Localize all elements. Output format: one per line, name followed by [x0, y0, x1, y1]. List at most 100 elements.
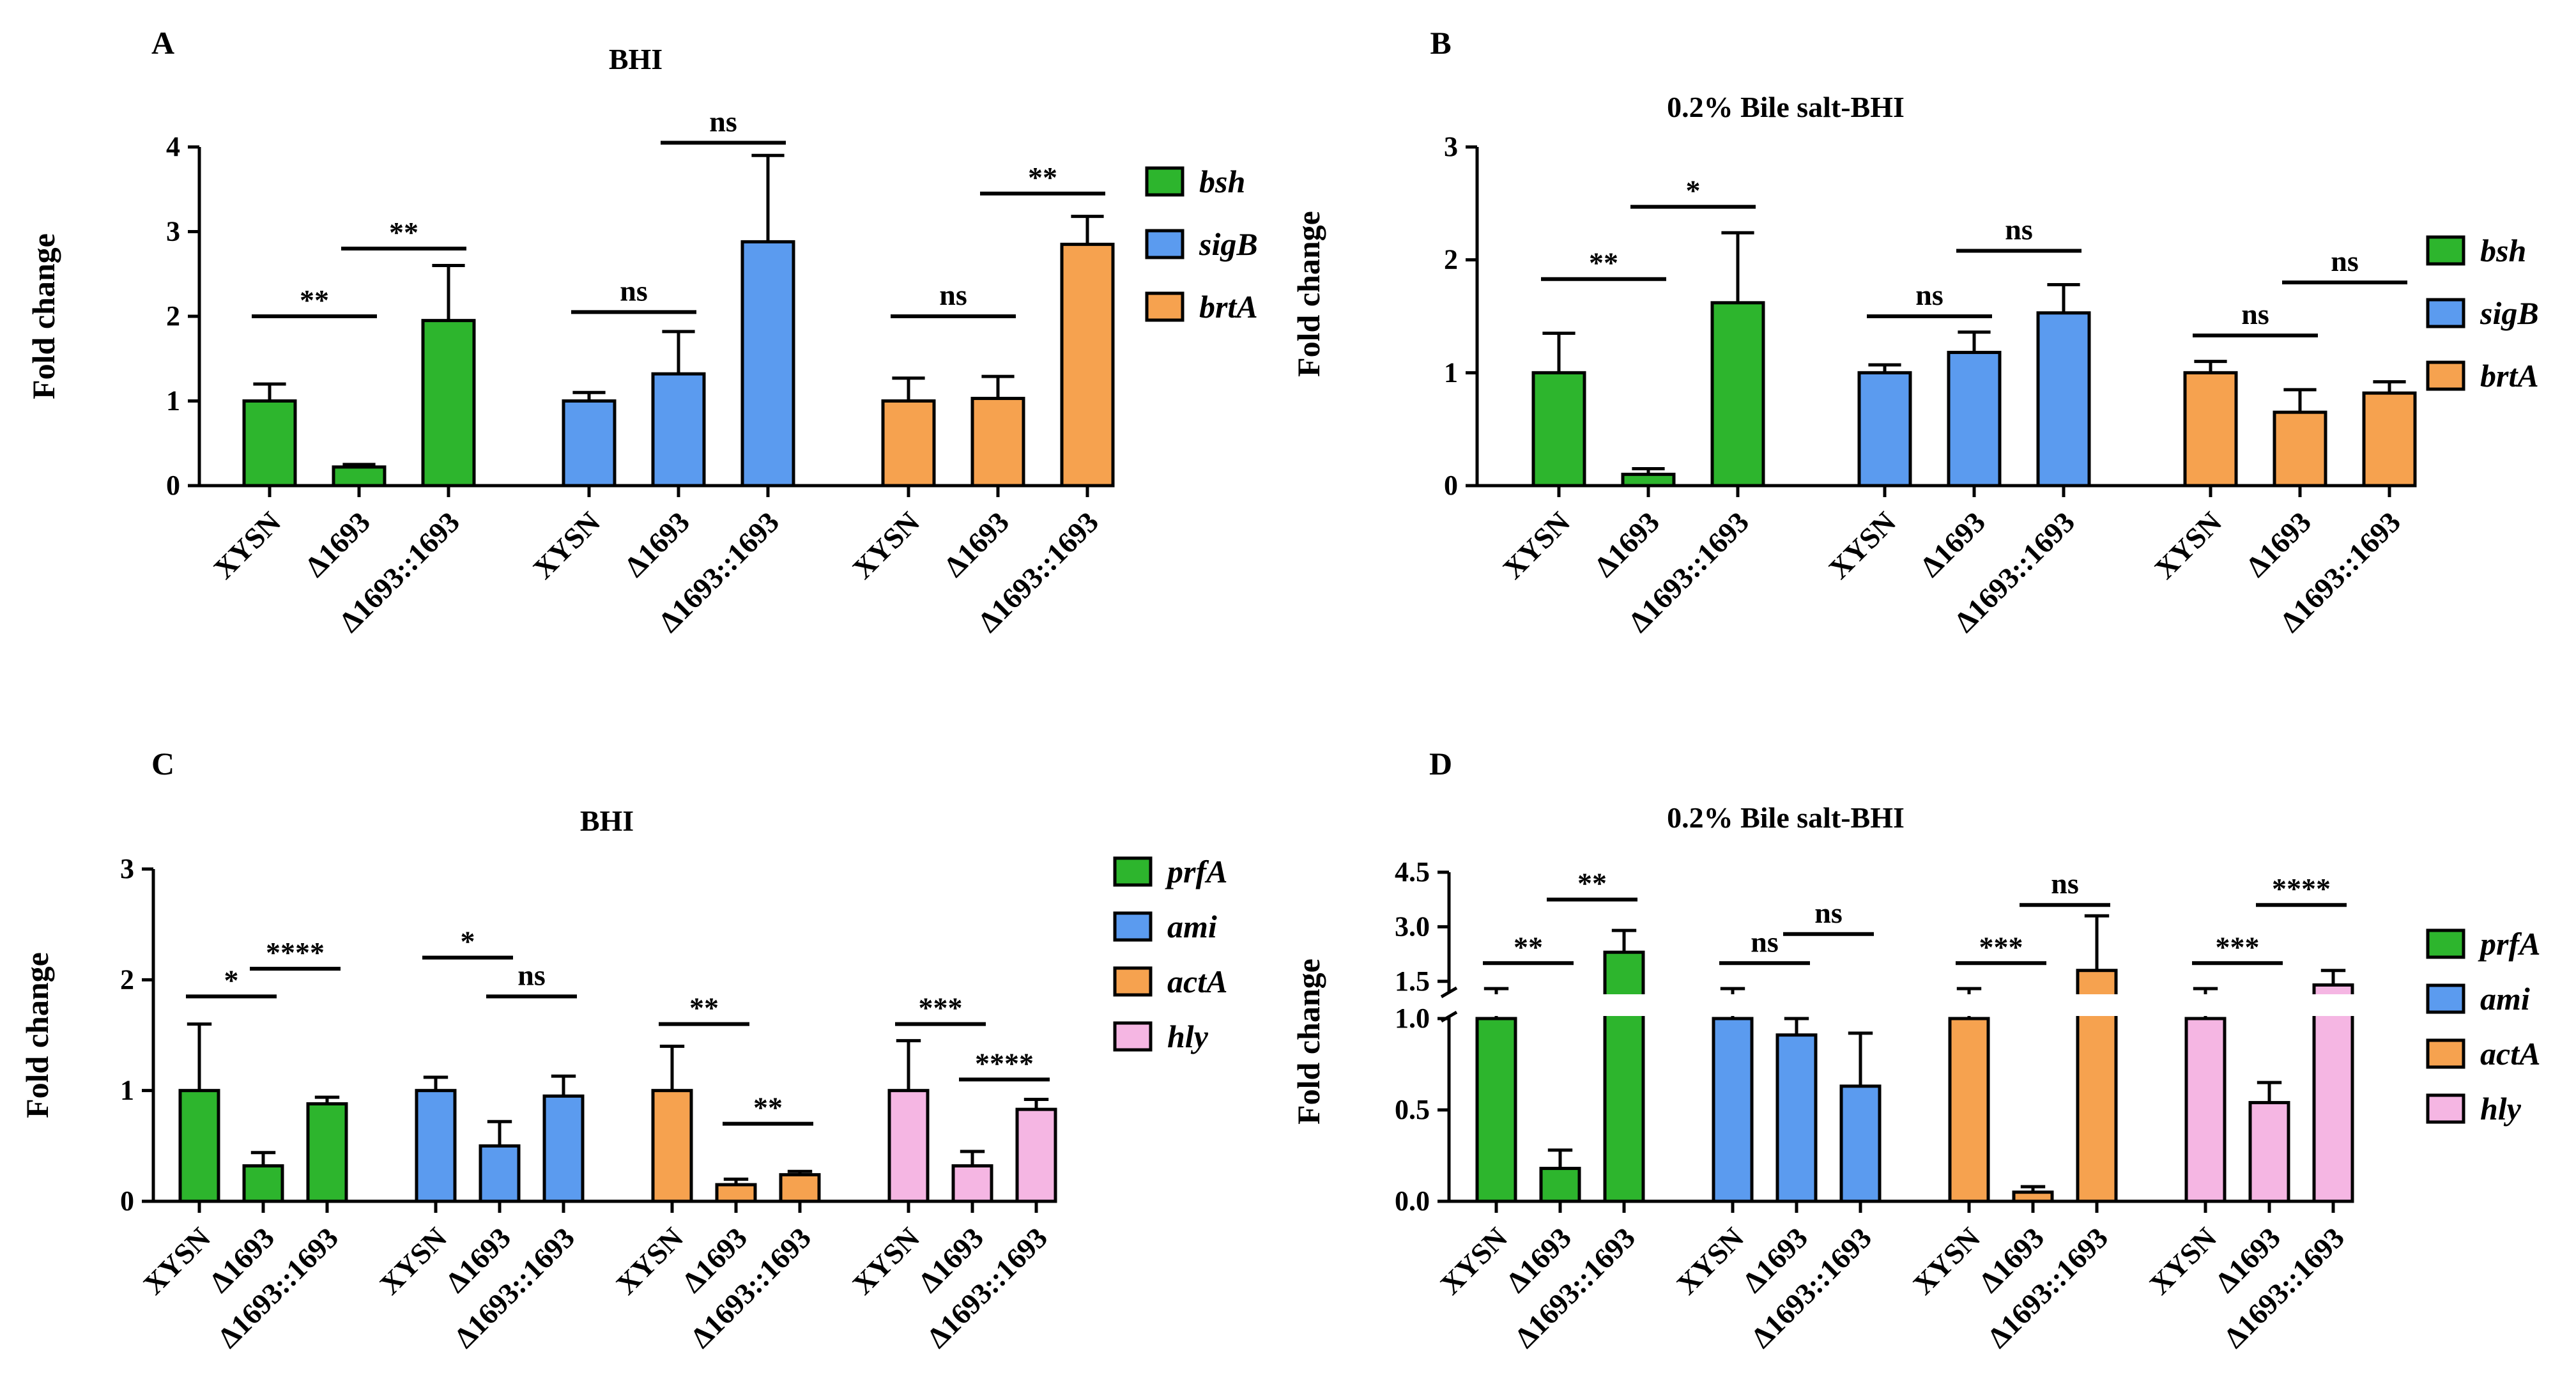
x-tick-label: XYSN: [373, 1221, 453, 1301]
chart-title: BHI: [580, 804, 634, 837]
bar-sigB-1: [1947, 351, 2002, 488]
y-tick-label: 4.5: [1395, 856, 1430, 888]
x-tick-label: XYSN: [1434, 1221, 1514, 1301]
legend-swatch-sigB: [1145, 229, 1184, 259]
y-tick-label: 2: [166, 300, 180, 332]
bar-sigB-2: [740, 240, 795, 488]
y-tick-label: 1: [1444, 357, 1458, 388]
bar-hly-0: [2184, 1017, 2227, 1203]
panel-letter: D: [1429, 746, 1452, 781]
bar-actA-1: [2012, 1190, 2054, 1203]
x-tick-label: XYSN: [1822, 505, 1902, 585]
y-tick-label: 0.5: [1395, 1094, 1430, 1125]
legend-swatch-ami: [2426, 983, 2465, 1014]
significance-label: **: [689, 992, 719, 1024]
y-tick-label: 3: [120, 853, 134, 884]
y-tick-label: 3: [166, 216, 180, 247]
significance-label: ns: [2331, 245, 2358, 277]
bar-bsh-0: [242, 399, 297, 488]
bar-prfA-2: [306, 1102, 348, 1203]
x-tick-label: XYSN: [2148, 505, 2228, 585]
x-tick-label: XYSN: [1496, 505, 1576, 585]
chart-title: 0.2% Bile salt-BHI: [1667, 801, 1905, 834]
legend-label-prfA: prfA: [1165, 854, 1227, 889]
significance-label: *: [461, 925, 475, 958]
bar-prfA-0: [178, 1089, 220, 1203]
bar-brtA-1: [970, 397, 1025, 488]
bar-ami-2: [542, 1094, 585, 1203]
bar-ami-2: [1839, 1084, 1882, 1203]
legend-swatch-sigB: [2426, 298, 2465, 328]
bar-actA-1: [715, 1183, 757, 1203]
significance-label: **: [389, 216, 418, 249]
bar-ami-1: [479, 1144, 521, 1203]
x-tick-label: XYSN: [2143, 1221, 2223, 1301]
y-tick-label: 2: [120, 964, 134, 995]
significance-label: **: [1028, 161, 1057, 194]
x-tick-label: Δ1693: [618, 505, 696, 583]
significance-label: ****: [975, 1047, 1034, 1079]
bar-brtA-2: [2362, 391, 2417, 488]
panel-letter: A: [151, 25, 174, 61]
y-tick-label: 3: [1444, 131, 1458, 162]
bar-bsh-0: [1531, 371, 1586, 488]
axis-break-gap: [1461, 994, 1659, 1016]
legend-label-brtA: brtA: [2480, 358, 2539, 394]
x-tick-label: Δ1693: [299, 505, 377, 583]
significance-label: ns: [518, 958, 545, 991]
significance-label: ns: [620, 274, 647, 307]
bar-prfA-0: [1475, 1017, 1517, 1203]
y-tick-label: 1: [120, 1075, 134, 1106]
legend-label-actA: actA: [1167, 964, 1227, 999]
significance-label: **: [1514, 930, 1543, 963]
legend-swatch-hly: [2426, 1093, 2465, 1124]
bar-brtA-0: [881, 399, 936, 488]
bar-brtA-2: [1060, 242, 1115, 488]
x-tick-label: XYSN: [846, 1221, 926, 1301]
x-tick-label: XYSN: [207, 505, 287, 585]
bar-ami-0: [415, 1089, 457, 1203]
axis-break-gap: [1698, 994, 1896, 1016]
legend-swatch-bsh: [1145, 166, 1184, 197]
legend-label-brtA: brtA: [1199, 289, 1258, 325]
x-tick-label: Δ1693: [2240, 505, 2318, 583]
panel-d: D 0.2% Bile salt-BHI Fold change 0.0 0.5 1.0 1…: [1291, 746, 2540, 1354]
axis-break-mark: [1440, 986, 1458, 999]
panel-letter: C: [151, 746, 174, 781]
legend-swatch-actA: [2426, 1038, 2465, 1069]
legend-label-ami: ami: [1167, 909, 1217, 944]
x-tick-label: Δ1693: [1914, 505, 1992, 583]
axis-break-gap: [2170, 994, 2368, 1016]
bar-bsh-1: [332, 465, 387, 488]
significance-label: **: [1577, 867, 1607, 900]
y-axis-label: Fold change: [19, 952, 55, 1118]
bar-brtA-0: [2183, 371, 2238, 488]
bar-sigB-1: [651, 372, 706, 488]
chart-title: BHI: [609, 43, 663, 75]
significance-label: ns: [2051, 867, 2078, 900]
bar-sigB-0: [1857, 371, 1912, 488]
significance-label: ****: [2272, 872, 2331, 905]
significance-label: ns: [1751, 925, 1778, 958]
significance-label: ns: [2241, 298, 2269, 330]
legend-swatch-actA: [1113, 966, 1153, 997]
significance-label: *: [1686, 174, 1701, 207]
x-tick-label: XYSN: [1906, 1221, 1986, 1301]
bar-hly-2: [2312, 983, 2354, 1203]
significance-label: ns: [709, 105, 737, 137]
panel-letter: B: [1430, 25, 1451, 61]
y-tick-label: 0: [120, 1185, 134, 1217]
significance-label: **: [753, 1091, 783, 1124]
bar-hly-1: [2248, 1101, 2290, 1203]
x-tick-label: XYSN: [1670, 1221, 1750, 1301]
chart-title: 0.2% Bile salt-BHI: [1667, 91, 1905, 123]
y-tick-label: 0.0: [1395, 1185, 1430, 1217]
bar-actA-0: [1948, 1017, 1990, 1203]
bar-actA-2: [779, 1173, 821, 1203]
y-tick-label: 1.5: [1395, 966, 1430, 997]
significance-label: ****: [266, 936, 325, 969]
bar-bsh-2: [1710, 301, 1765, 488]
